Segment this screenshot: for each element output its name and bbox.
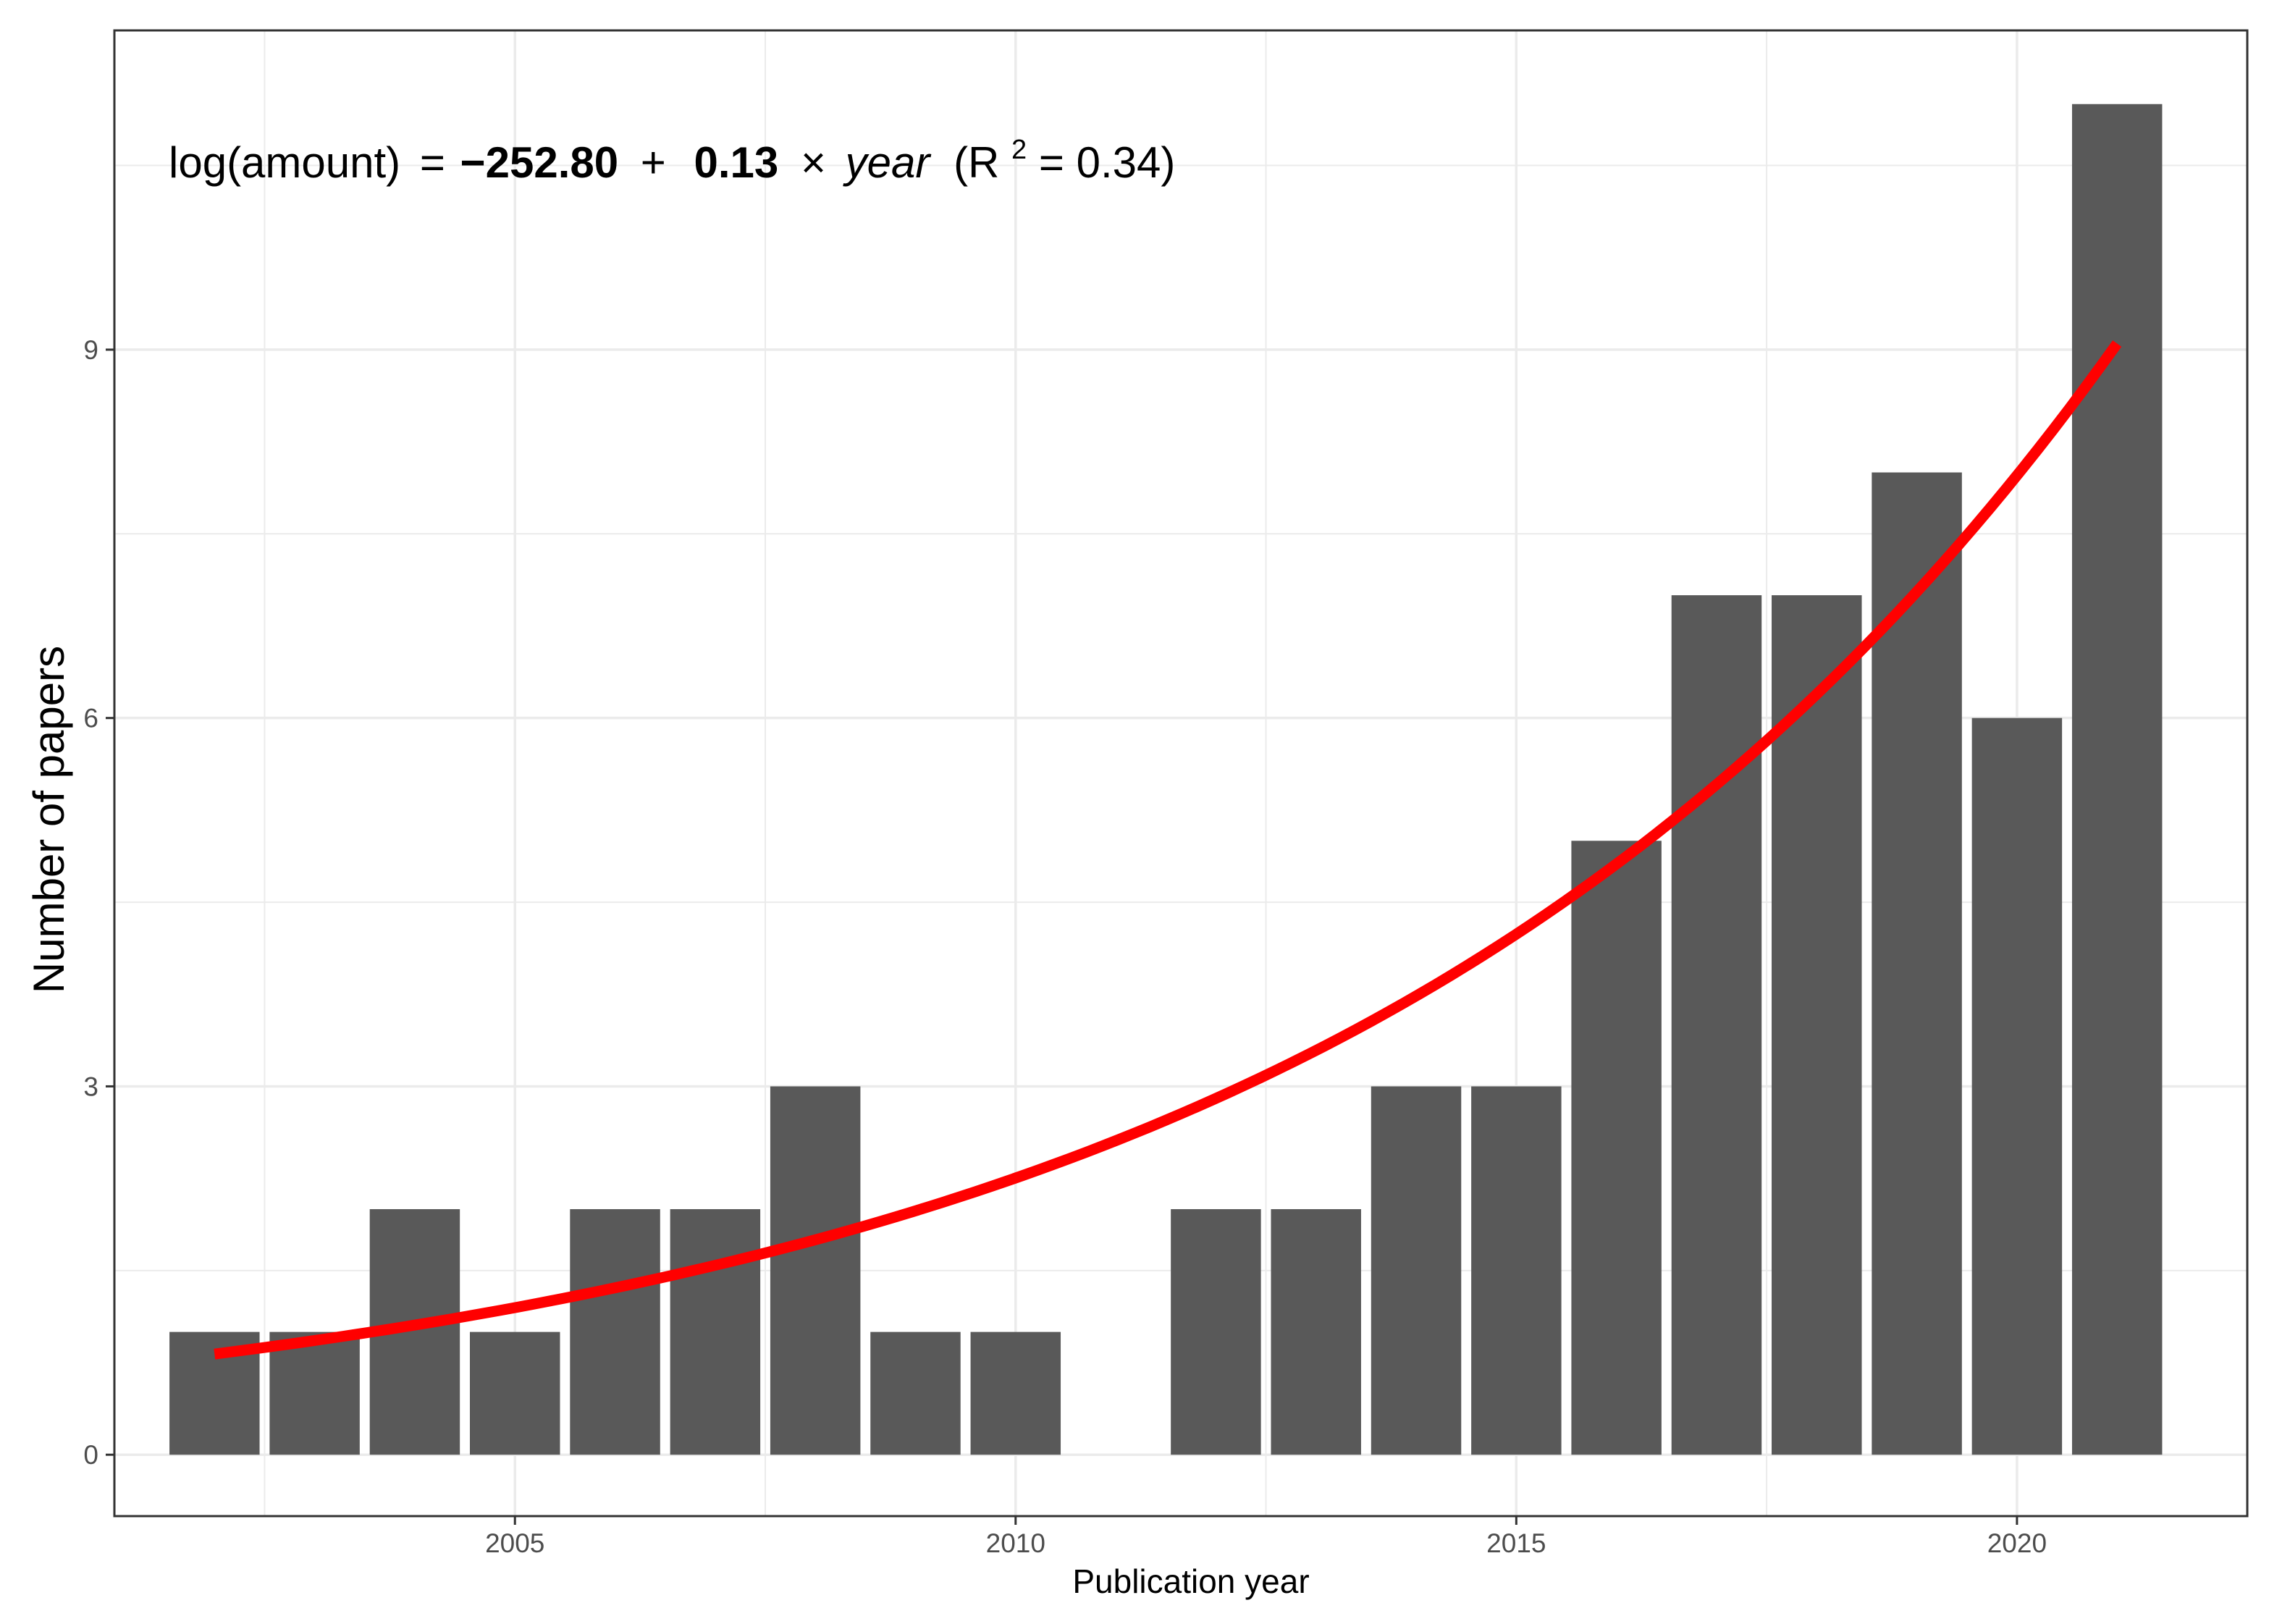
x-tick-label: 2020 — [1987, 1528, 2047, 1558]
bar — [670, 1209, 761, 1455]
equation-lhs: log(amount) — [169, 138, 400, 187]
y-tick-label: 6 — [83, 704, 98, 733]
panel-border — [113, 29, 2249, 1518]
x-axis: 2005 2010 2015 2020 — [485, 1516, 2047, 1558]
equation-times: × — [801, 138, 826, 187]
bar — [1471, 1086, 1562, 1455]
bar — [870, 1331, 961, 1455]
bar — [1971, 718, 2063, 1455]
x-tick-label: 2015 — [1486, 1528, 1546, 1558]
equation-r2-open: (R — [954, 138, 999, 187]
trend-line — [214, 340, 2122, 1360]
bar — [570, 1209, 660, 1455]
equation-equals: = — [420, 138, 445, 187]
y-tick-label: 0 — [83, 1440, 98, 1470]
bars — [169, 104, 2163, 1455]
equation-intercept: −252.80 — [460, 138, 619, 187]
bar — [2071, 104, 2163, 1455]
bar — [970, 1331, 1061, 1455]
bar — [269, 1331, 360, 1455]
bar — [1171, 1209, 1261, 1455]
y-tick-label: 3 — [83, 1072, 98, 1101]
regression-equation: log(amount) = −252.80 + 0.13 × year (R 2… — [169, 119, 1175, 187]
bar — [1371, 1086, 1462, 1455]
bar — [1271, 1209, 1361, 1455]
equation-r2-value: = 0.34) — [1039, 138, 1175, 187]
equation-r2-superscript: 2 — [1011, 135, 1027, 165]
x-tick-label: 2010 — [986, 1528, 1045, 1558]
y-axis-title: Number of papers — [25, 646, 73, 993]
bar — [1571, 841, 1662, 1455]
equation-slope: 0.13 — [694, 138, 779, 187]
bar — [1772, 595, 1862, 1455]
equation-plus: + — [641, 138, 666, 187]
bar — [770, 1086, 861, 1455]
equation-variable: year — [843, 138, 932, 187]
bar — [470, 1331, 560, 1455]
y-axis: 0 3 6 9 — [83, 335, 114, 1470]
x-tick-label: 2005 — [485, 1528, 544, 1558]
bar — [1872, 472, 1962, 1455]
x-axis-title: Publication year — [1072, 1562, 1309, 1600]
bar — [1671, 595, 1762, 1455]
y-tick-label: 9 — [83, 335, 98, 365]
